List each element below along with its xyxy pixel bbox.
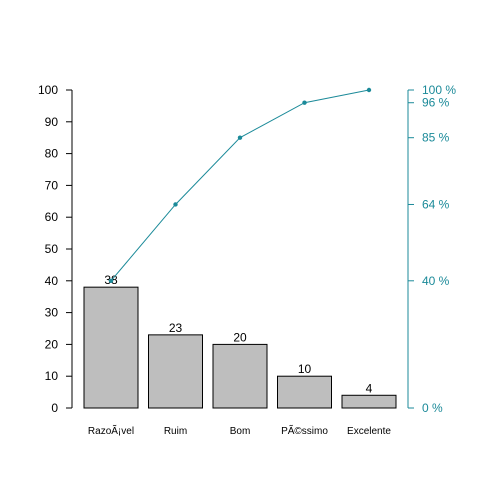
y-tick-label: 60 xyxy=(45,210,59,224)
y-tick-label: 90 xyxy=(45,115,59,129)
y-tick-label: 40 xyxy=(45,274,59,288)
bar xyxy=(83,286,139,409)
cumulative-point xyxy=(366,87,372,93)
y-tick-label: 70 xyxy=(45,178,59,192)
category-label: Bom xyxy=(230,426,251,437)
y2-tick-label: 0 % xyxy=(422,401,443,415)
bars-group xyxy=(83,286,397,409)
cumulative-point xyxy=(237,135,243,140)
category-label: RazoÃ¡vel xyxy=(88,424,134,437)
y2-tick-label: 96 % xyxy=(422,96,450,110)
y2-tick-label: 40 % xyxy=(422,274,450,288)
bar xyxy=(277,375,332,409)
bar xyxy=(148,334,203,409)
bar-value-label: 23 xyxy=(169,321,183,335)
y-tick-label: 30 xyxy=(45,306,59,320)
bar-value-label: 10 xyxy=(298,362,312,376)
cumulative-point xyxy=(173,202,178,207)
cumulative-point xyxy=(108,278,114,283)
y2-tick-label: 85 % xyxy=(422,131,450,145)
bar-value-label: 4 xyxy=(366,381,373,395)
category-label: Ruim xyxy=(164,426,187,437)
y-tick-label: 100 xyxy=(38,83,58,97)
category-label: PÃ©ssimo xyxy=(281,424,328,437)
bar xyxy=(341,394,397,409)
bar xyxy=(212,343,268,409)
y-axis-right: 0 % 40 % 64 % 85 % 96 %100 % xyxy=(407,83,456,415)
y2-tick-label: 64 % xyxy=(422,197,450,211)
bar-value-label: 20 xyxy=(233,330,247,344)
y-tick-label: 20 xyxy=(45,337,59,351)
y-tick-label: 10 xyxy=(45,369,59,383)
y-tick-label: 80 xyxy=(45,147,59,161)
y-tick-label: 50 xyxy=(45,242,59,256)
bar-value-labels: 382320104 xyxy=(104,273,372,395)
y-tick-label: 0 xyxy=(51,401,58,415)
y2-tick-label: 100 % xyxy=(422,83,456,97)
category-labels: RazoÃ¡vel Ruim Bom PÃ©ssimo Excelente xyxy=(88,424,391,437)
cumulative-point xyxy=(302,100,307,105)
cumulative-line xyxy=(110,89,370,282)
y-axis-left: 0 10 20 30 40 50 60 70 80 90 100 xyxy=(38,83,73,415)
cumulative-line-group xyxy=(108,87,372,283)
category-label: Excelente xyxy=(347,426,391,437)
